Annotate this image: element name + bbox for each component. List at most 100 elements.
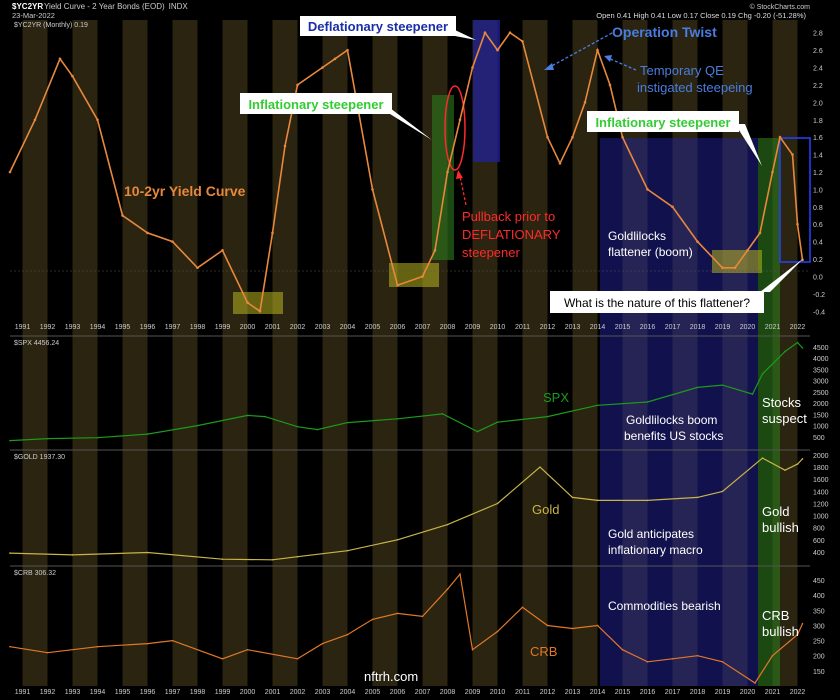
crb-point xyxy=(146,642,149,645)
yield-line xyxy=(9,30,804,313)
x-tick-label: 2003 xyxy=(315,324,331,331)
callout-deflationary: Deflationary steepener xyxy=(300,16,476,40)
zone-green-2007 xyxy=(432,95,454,260)
x-tick-label: 2016 xyxy=(640,689,656,696)
yield-y-tick: 0.0 xyxy=(813,274,823,281)
crb-panel-title: $CRB 306.32 xyxy=(14,570,56,577)
crb-point xyxy=(171,639,174,642)
crb-y-tick: 200 xyxy=(813,654,825,661)
crb-line xyxy=(9,572,804,684)
crb-point xyxy=(459,573,461,575)
crb-point xyxy=(421,615,424,618)
x-tick-label: 2005 xyxy=(365,689,381,696)
spx-point xyxy=(96,436,99,439)
gold-point xyxy=(496,502,499,505)
x-axis-labels: 1991 1991 1992 1992 1993 1993 1994 1994 1995 1995… xyxy=(15,324,806,696)
x-tick-label: 2012 xyxy=(540,689,556,696)
yield-point xyxy=(258,309,262,313)
yield-y-tick: 0.6 xyxy=(813,222,823,229)
yield-point xyxy=(458,118,462,122)
yield-y-tick: 1.2 xyxy=(813,170,823,177)
annotation-gold-bullish-1: Gold xyxy=(762,504,789,519)
callout-inflationary-1: Inflationary steepener xyxy=(240,93,432,140)
gold-point xyxy=(596,499,599,502)
yield-point xyxy=(346,48,349,52)
spx-point xyxy=(696,386,699,389)
x-tick-label: 2011 xyxy=(515,324,530,331)
yield-point xyxy=(546,135,549,139)
x-tick-label: 2017 xyxy=(665,324,681,331)
x-tick-label: 2010 xyxy=(490,689,506,696)
header-exchange: INDX xyxy=(169,2,189,11)
yield-point xyxy=(446,170,449,174)
yield-y-tick: 0.4 xyxy=(813,240,823,247)
spx-y-tick: 1000 xyxy=(813,424,829,431)
x-tick-label: 2020 xyxy=(740,324,756,331)
callout-question: What is the nature of this flattener? xyxy=(550,258,804,313)
x-tick-label: 2001 xyxy=(265,324,281,331)
year-stripe xyxy=(72,20,98,686)
yield-curve-series xyxy=(8,30,804,313)
crb-point xyxy=(621,648,624,651)
x-tick-label: 2000 xyxy=(240,689,256,696)
annotation-gold: Gold xyxy=(532,502,559,517)
crb-y-tick: 400 xyxy=(813,593,825,600)
x-tick-label: 2017 xyxy=(665,689,681,696)
yield-y-tick: 1.0 xyxy=(813,187,823,194)
spx-y-tick: 4000 xyxy=(813,356,829,363)
yield-point xyxy=(778,135,782,139)
x-tick-label: 2006 xyxy=(390,324,406,331)
temporary-qe-arrow xyxy=(607,57,637,71)
crb-point xyxy=(754,682,756,684)
crb-point xyxy=(221,657,224,660)
crb-point xyxy=(496,630,499,633)
annotation-operation-twist: Operation Twist xyxy=(612,24,717,40)
callout-deflationary-pointer xyxy=(455,30,476,40)
yield-point xyxy=(333,57,337,61)
yield-point xyxy=(71,74,74,78)
callout-inflationary-2-pointer xyxy=(735,124,762,166)
zone-green-2020 xyxy=(758,138,780,686)
yield-y-tick: 1.6 xyxy=(813,135,823,142)
spx-point xyxy=(546,415,549,418)
yield-y-tick: 2.8 xyxy=(813,31,823,38)
header-date: 23-Mar-2022 xyxy=(12,11,55,20)
annotation-crb: CRB xyxy=(530,644,557,659)
callout-inflationary-2-box xyxy=(587,111,739,132)
x-tick-label: 2012 xyxy=(540,324,556,331)
spx-point xyxy=(196,424,199,427)
x-tick-label: 2008 xyxy=(440,324,456,331)
gold-y-tick: 800 xyxy=(813,526,825,533)
yield-point xyxy=(421,275,424,278)
crb-point xyxy=(521,606,524,609)
annotation-gold-anticipates-2: inflationary macro xyxy=(608,543,703,557)
year-stripe xyxy=(522,20,548,686)
spx-point xyxy=(146,433,149,435)
annotation-crb-bullish-2: bullish xyxy=(762,624,799,639)
annotation-stocks-suspect-1: Stocks xyxy=(762,395,802,410)
pullback-arrowhead xyxy=(456,170,463,179)
x-tick-label: 2011 xyxy=(515,689,530,696)
x-tick-label: 2010 xyxy=(490,324,506,331)
spx-point xyxy=(646,401,649,403)
crb-point xyxy=(796,633,799,636)
yield-point xyxy=(791,153,794,156)
spx-point xyxy=(296,425,299,428)
header-title: Yield Curve - 2 Year Bonds (EOD) INDX xyxy=(44,2,188,11)
x-tick-label: 1995 xyxy=(115,324,131,331)
spx-y-tick: 500 xyxy=(813,435,825,442)
gold-point xyxy=(784,469,786,471)
annotation-goldilocks-2: flattener (boom) xyxy=(608,245,693,259)
callout-inflationary-1-text: Inflationary steepener xyxy=(248,97,383,112)
x-tick-label: 1993 xyxy=(65,689,81,696)
x-tick-label: 2022 xyxy=(790,689,806,696)
callout-question-box xyxy=(550,291,764,313)
yield-point xyxy=(696,240,699,243)
yield-point xyxy=(33,118,37,122)
callout-deflationary-box xyxy=(300,16,456,36)
crb-point xyxy=(471,648,474,651)
yield-point xyxy=(8,170,12,174)
yield-point xyxy=(321,66,324,69)
x-tick-label: 2001 xyxy=(265,689,281,696)
gold-point xyxy=(696,496,699,499)
